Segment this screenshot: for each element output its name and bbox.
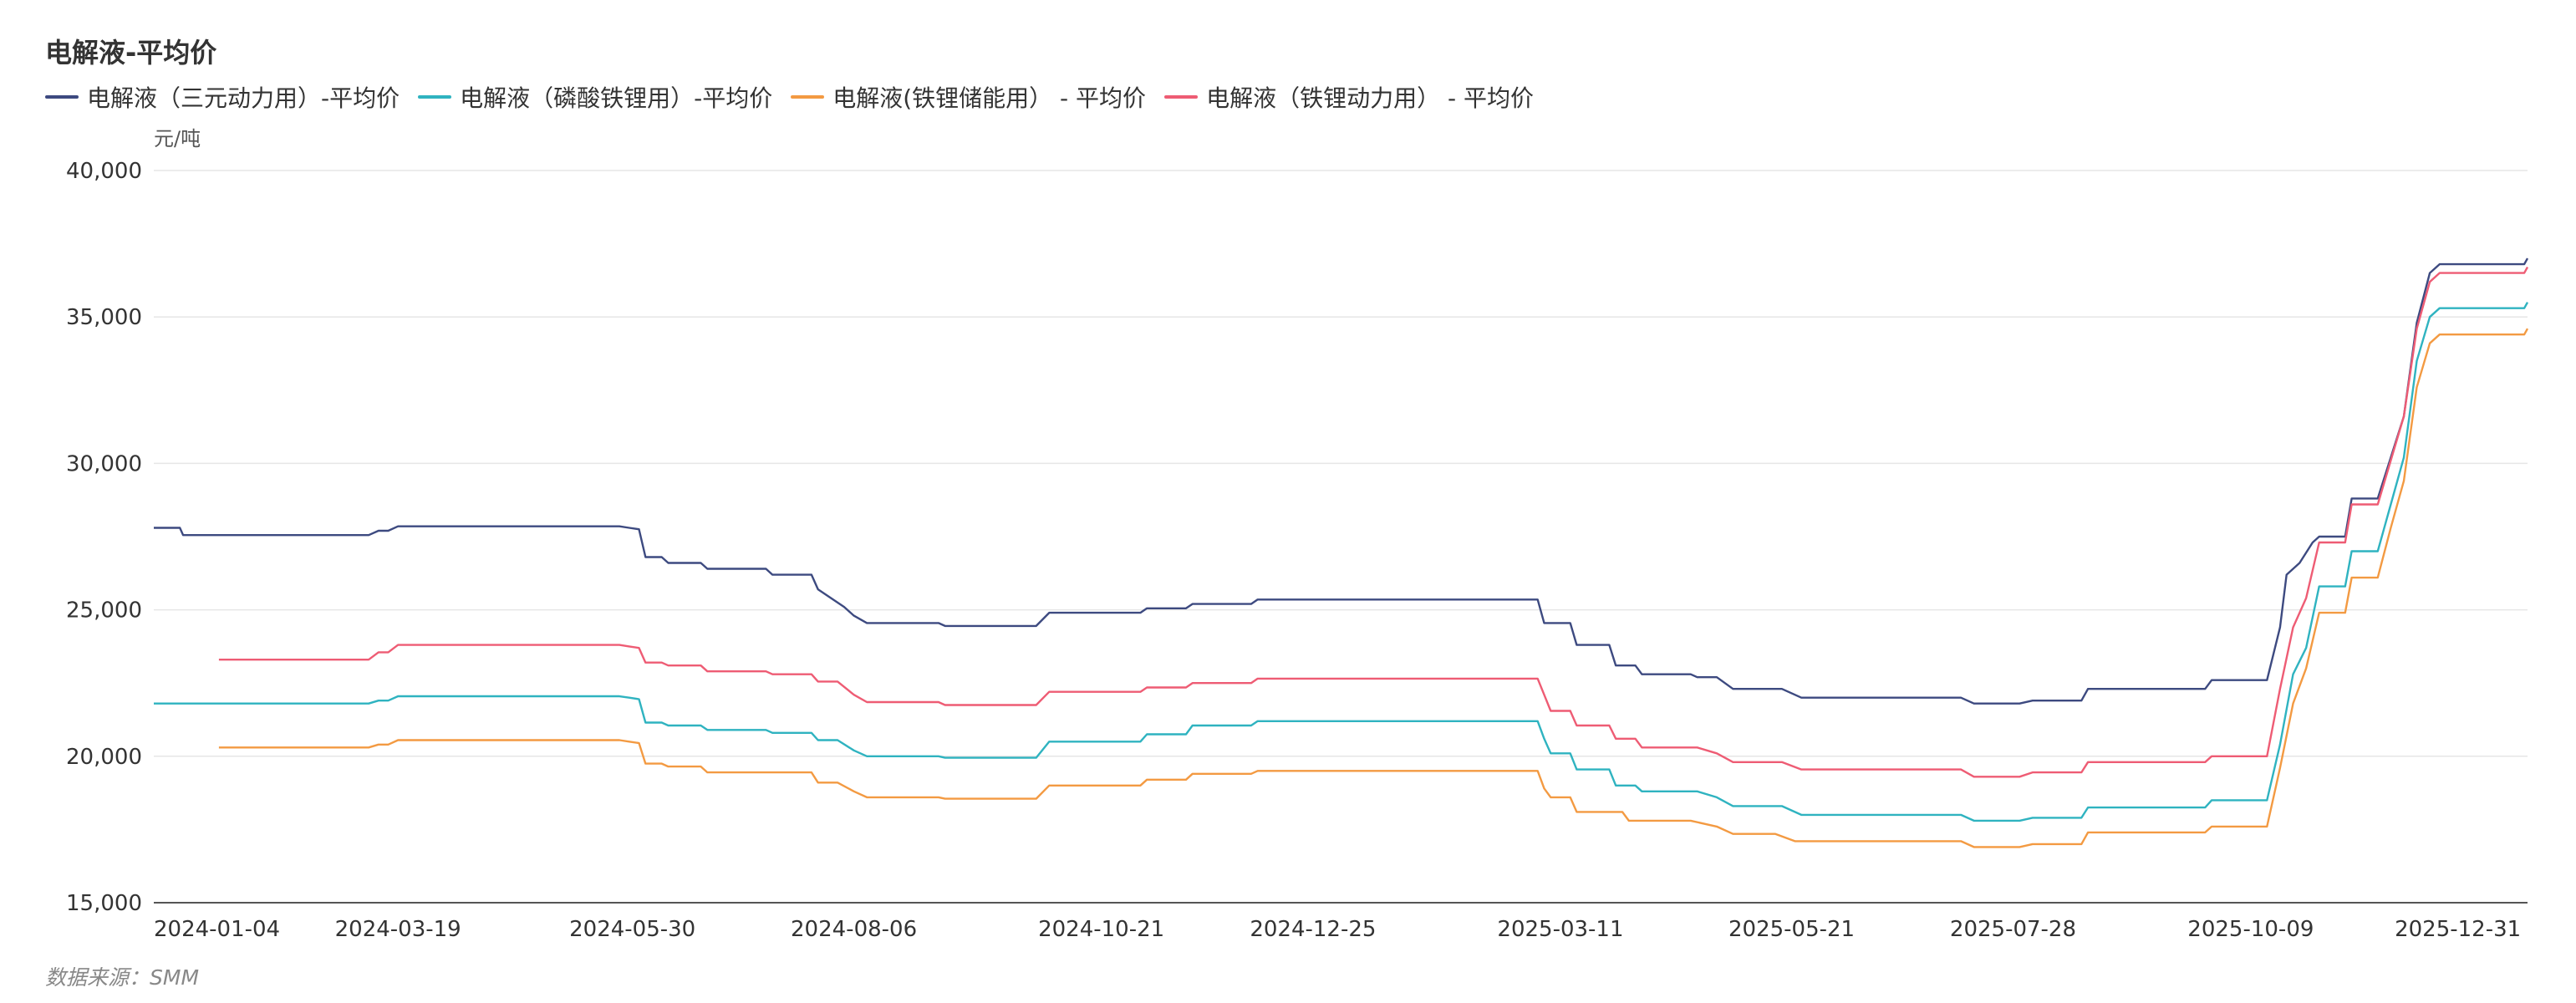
series-line-3[interactable] [218,267,2529,778]
series-line-2[interactable] [218,328,2529,848]
y-tick-label: 20,000 [66,745,142,770]
legend-label-lfp-power: 电解液（铁锂动力用） - 平均价 [1206,84,1534,112]
data-source-note: 数据来源：SMM [45,965,200,990]
chart-legend: 电解液（三元动力用）-平均价 电解液（磷酸铁锂用）-平均价 电解液(铁锂储能用）… [45,80,1552,114]
y-axis-unit-label: 元/吨 [154,127,201,150]
legend-swatch-lfp-storage [791,95,825,99]
x-tick-label: 2024-05-30 [569,917,695,942]
legend-label-lfp-storage: 电解液(铁锂储能用） - 平均价 [832,84,1147,112]
x-tick-label: 2024-03-19 [335,917,461,942]
y-tick-label: 35,000 [66,305,142,330]
legend-label-lfp: 电解液（磷酸铁锂用）-平均价 [460,84,773,112]
legend-item-lfp-power[interactable]: 电解液（铁锂动力用） - 平均价 [1164,80,1534,114]
series-line-1[interactable] [154,302,2529,822]
series-layer [154,257,2529,848]
x-tick-label: 2025-12-31 [2395,917,2521,942]
y-tick-label: 30,000 [66,451,142,476]
y-tick-label: 15,000 [66,891,142,916]
x-tick-label: 2025-05-21 [1728,917,1855,942]
x-tick-label: 2024-12-25 [1250,917,1376,942]
x-tick-label: 2025-10-09 [2187,917,2314,942]
legend-item-lfp[interactable]: 电解液（磷酸铁锂用）-平均价 [418,80,772,114]
x-tick-label: 2024-01-04 [154,917,280,942]
chart-title: 电解液-平均价 [45,37,217,69]
axis-layer: 15,000 20,000 25,000 30,000 35,000 40,000 2024… [66,159,2528,942]
x-tick-label: 2025-03-11 [1497,917,1623,942]
x-tick-label: 2024-10-21 [1038,917,1164,942]
grid-layer [154,170,2528,757]
x-tick-label: 2024-08-06 [791,917,917,942]
legend-swatch-lfp [418,95,452,99]
y-tick-label: 40,000 [66,159,142,184]
legend-item-lfp-storage[interactable]: 电解液(铁锂储能用） - 平均价 [791,80,1146,114]
legend-swatch-lfp-power [1164,95,1199,99]
legend-label-ncm-power: 电解液（三元动力用）-平均价 [87,84,400,112]
series-line-0[interactable] [154,257,2529,705]
legend-item-ncm-power[interactable]: 电解液（三元动力用）-平均价 [45,80,400,114]
legend-swatch-ncm-power [45,95,79,99]
x-tick-label: 2025-07-28 [1950,917,2076,942]
y-tick-label: 25,000 [66,598,142,624]
